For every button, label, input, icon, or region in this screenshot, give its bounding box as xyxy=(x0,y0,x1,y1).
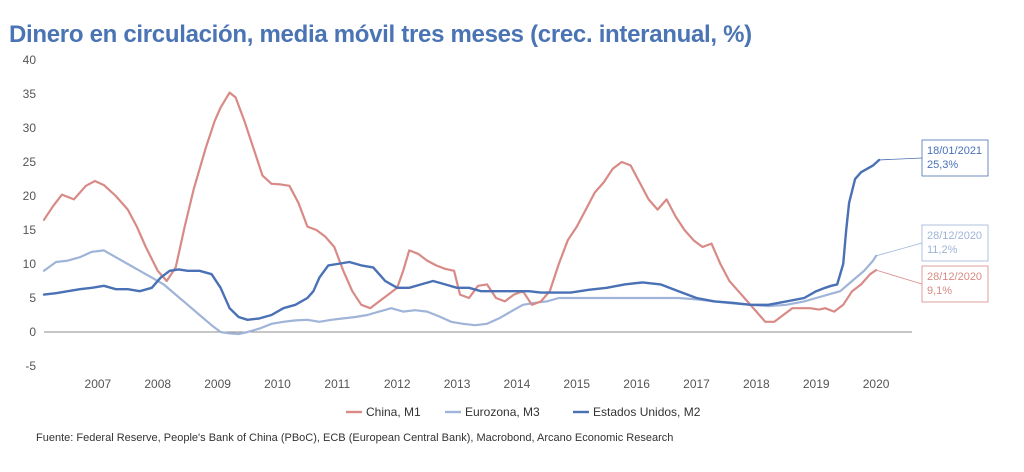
callout-text: 25,3% xyxy=(927,159,958,171)
y-tick-label: 35 xyxy=(23,87,37,101)
x-tick-label: 2011 xyxy=(324,377,350,391)
y-tick-label: 25 xyxy=(23,155,37,169)
legend-item-usa: Estados Unidos, M2 xyxy=(573,405,701,419)
legend-label: Estados Unidos, M2 xyxy=(593,405,701,419)
y-tick-label: -5 xyxy=(25,359,36,373)
x-tick-label: 2007 xyxy=(85,377,112,391)
callout-eurozona: 28/12/2020 11,2% xyxy=(875,224,989,262)
callout-text: 28/12/2020 xyxy=(927,230,982,242)
callout-leader xyxy=(875,269,923,285)
y-tick-label: 10 xyxy=(23,257,37,271)
y-tick-label: 30 xyxy=(23,121,37,135)
x-tick-label: 2019 xyxy=(803,377,830,391)
callout-leader xyxy=(875,242,923,257)
callout-china: 28/12/2020 9,1% xyxy=(875,265,989,303)
y-tick-label: 40 xyxy=(23,53,37,67)
legend: China, M1 Eurozona, M3 Estados Unidos, M2 xyxy=(346,405,701,419)
x-tick-label: 2008 xyxy=(144,377,171,391)
x-tick-label: 2015 xyxy=(563,377,590,391)
callout-text: 28/12/2020 xyxy=(927,271,982,283)
series-line-china xyxy=(42,91,878,323)
x-tick-label: 2012 xyxy=(384,377,411,391)
series-line-usa xyxy=(42,158,881,321)
legend-label: Eurozona, M3 xyxy=(465,405,540,419)
y-tick-label: 0 xyxy=(29,325,36,339)
callout-box xyxy=(921,224,989,262)
callout-text: 9,1% xyxy=(927,285,952,297)
legend-item-eurozona: Eurozona, M3 xyxy=(445,405,540,419)
callout-text: 18/01/2021 xyxy=(927,145,982,157)
x-tick-label: 2016 xyxy=(623,377,650,391)
x-tick-label: 2009 xyxy=(204,377,231,391)
callout-usa: 18/01/2021 25,3% xyxy=(879,139,989,177)
callout-leader xyxy=(879,157,923,161)
x-tick-label: 2017 xyxy=(683,377,710,391)
y-tick-label: 20 xyxy=(23,189,37,203)
x-tick-label: 2014 xyxy=(504,377,531,391)
x-tick-label: 2010 xyxy=(264,377,291,391)
legend-label: China, M1 xyxy=(366,405,421,419)
x-axis: 2007 2008 2009 2010 2011 2012 2013 2014 2015 2016… xyxy=(85,377,890,391)
x-tick-label: 2020 xyxy=(863,377,890,391)
y-tick-label: 5 xyxy=(29,291,36,305)
chart-title: Dinero en circulación, media móvil tres … xyxy=(9,21,752,48)
y-tick-label: 15 xyxy=(23,223,37,237)
callout-box xyxy=(921,139,989,177)
x-tick-label: 2013 xyxy=(444,377,471,391)
legend-item-china: China, M1 xyxy=(346,405,421,419)
y-axis: -5 0 5 10 15 20 25 30 35 40 xyxy=(23,53,37,373)
callout-box xyxy=(921,265,989,303)
callout-text: 11,2% xyxy=(927,244,958,256)
x-tick-label: 2018 xyxy=(743,377,770,391)
callouts: 18/01/202125,3%28/12/202011,2%28/12/2020… xyxy=(875,139,989,303)
source-note: Fuente: Federal Reserve, People's Bank o… xyxy=(36,432,674,444)
series-layer xyxy=(42,91,881,336)
